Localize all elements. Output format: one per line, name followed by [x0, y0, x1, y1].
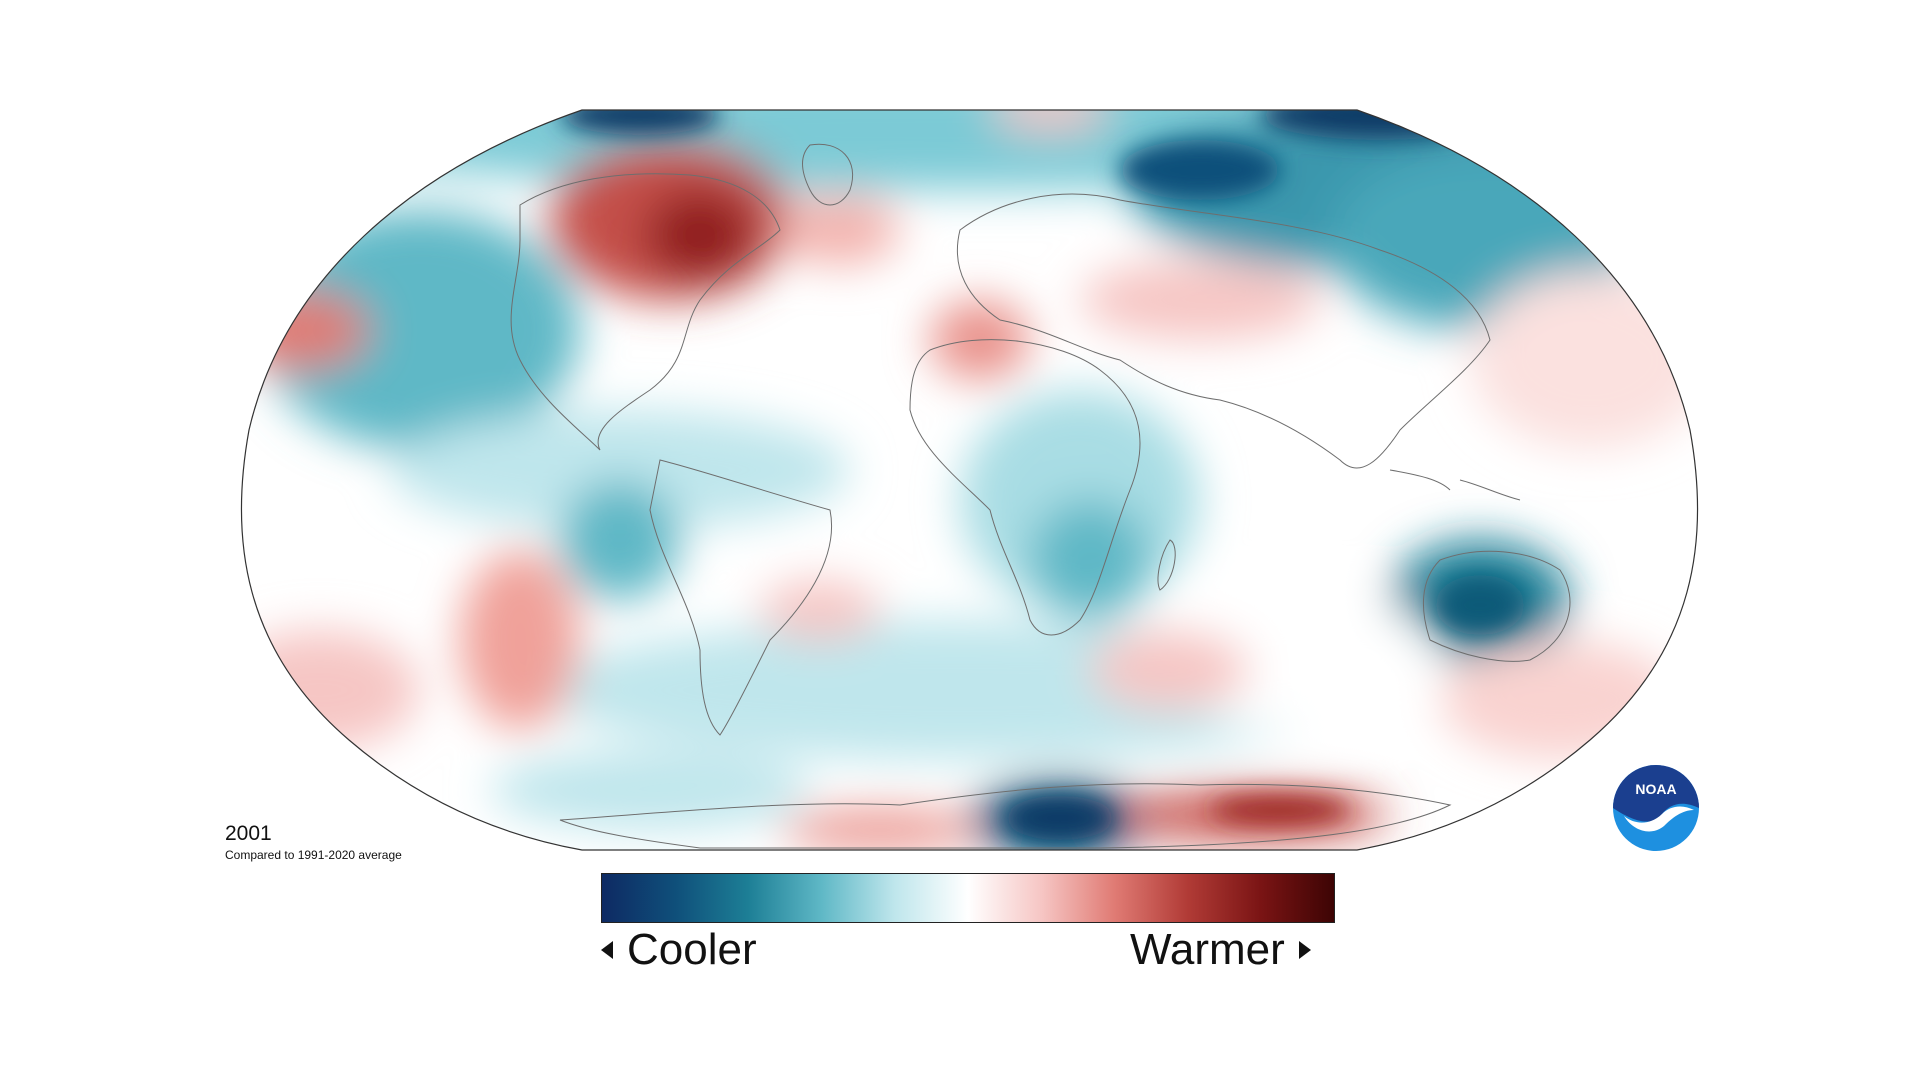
- legend-low: Cooler: [601, 925, 757, 975]
- coastlines: [510, 143, 1571, 849]
- legend-high-label: Warmer: [1130, 925, 1285, 974]
- right-arrow-icon: [1298, 941, 1311, 959]
- baseline-label: Compared to 1991-2020 average: [225, 848, 402, 862]
- noaa-logo: NOAA: [1613, 765, 1699, 851]
- left-arrow-icon: [601, 941, 613, 959]
- globe-outline: [240, 109, 1699, 851]
- year-label: 2001: [225, 822, 272, 845]
- anomaly-field: [241, 110, 1698, 850]
- logo-text: NOAA: [1635, 781, 1676, 797]
- color-scale-bar: [601, 873, 1335, 923]
- legend-high: Warmer: [1130, 925, 1311, 975]
- legend-low-label: Cooler: [627, 925, 757, 974]
